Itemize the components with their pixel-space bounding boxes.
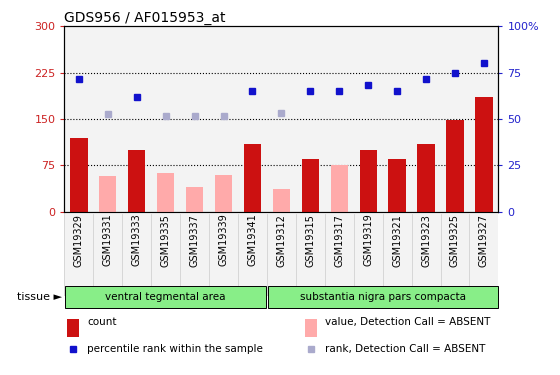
Bar [330, 165, 348, 212]
Bar [128, 150, 146, 212]
Text: ventral tegmental area: ventral tegmental area [105, 292, 226, 302]
Bar [151, 214, 180, 296]
Bar [64, 26, 94, 212]
Bar [446, 120, 464, 212]
Text: count: count [87, 317, 116, 327]
Bar [360, 150, 377, 212]
Bar [209, 214, 238, 296]
Bar [151, 26, 180, 212]
Bar [67, 311, 78, 337]
Bar [267, 214, 296, 296]
Text: GSM19333: GSM19333 [132, 214, 142, 267]
Text: percentile rank within the sample: percentile rank within the sample [87, 344, 263, 354]
Bar [70, 138, 87, 212]
Text: value, Detection Call = ABSENT: value, Detection Call = ABSENT [325, 317, 491, 327]
Text: GSM19319: GSM19319 [363, 214, 373, 267]
Bar [180, 26, 209, 212]
Text: substantia nigra pars compacta: substantia nigra pars compacta [300, 292, 466, 302]
Text: GSM19329: GSM19329 [74, 214, 84, 267]
Bar [273, 189, 290, 212]
Bar [186, 187, 203, 212]
Bar [389, 159, 406, 212]
Bar [180, 214, 209, 296]
Bar [305, 311, 317, 337]
Bar [441, 214, 469, 296]
Bar [354, 26, 382, 212]
Bar [382, 26, 412, 212]
Bar [157, 173, 174, 212]
Text: GSM19323: GSM19323 [421, 214, 431, 267]
Bar [296, 214, 325, 296]
Bar [268, 286, 497, 308]
Text: GSM19321: GSM19321 [392, 214, 402, 267]
Text: GSM19315: GSM19315 [305, 214, 315, 267]
Text: rank, Detection Call = ABSENT: rank, Detection Call = ABSENT [325, 344, 486, 354]
Bar [296, 26, 325, 212]
Bar [302, 159, 319, 212]
Bar [122, 26, 151, 212]
Bar [209, 26, 238, 212]
Bar [99, 176, 116, 212]
Bar [267, 26, 296, 212]
Bar [94, 26, 122, 212]
Bar [94, 214, 122, 296]
Bar [475, 98, 493, 212]
Bar [122, 214, 151, 296]
Text: GDS956 / AF015953_at: GDS956 / AF015953_at [64, 11, 226, 25]
Bar [244, 144, 261, 212]
Bar [412, 26, 441, 212]
Text: GSM19341: GSM19341 [248, 214, 258, 267]
Text: GSM19325: GSM19325 [450, 214, 460, 267]
Bar [469, 214, 498, 296]
Bar [238, 214, 267, 296]
Text: GSM19327: GSM19327 [479, 214, 489, 267]
Bar [417, 144, 435, 212]
Bar [354, 214, 382, 296]
Bar [238, 26, 267, 212]
Bar [215, 175, 232, 212]
Bar [469, 26, 498, 212]
Text: GSM19335: GSM19335 [161, 214, 171, 267]
Bar [441, 26, 469, 212]
Bar [412, 214, 441, 296]
Text: GSM19331: GSM19331 [103, 214, 113, 267]
Text: GSM19317: GSM19317 [334, 214, 344, 267]
Bar [382, 214, 412, 296]
Text: GSM19339: GSM19339 [218, 214, 228, 267]
Text: GSM19337: GSM19337 [190, 214, 199, 267]
Text: tissue ►: tissue ► [17, 292, 62, 302]
Bar [325, 214, 354, 296]
Bar [66, 286, 266, 308]
Text: GSM19312: GSM19312 [277, 214, 286, 267]
Bar [325, 26, 354, 212]
Bar [64, 214, 94, 296]
